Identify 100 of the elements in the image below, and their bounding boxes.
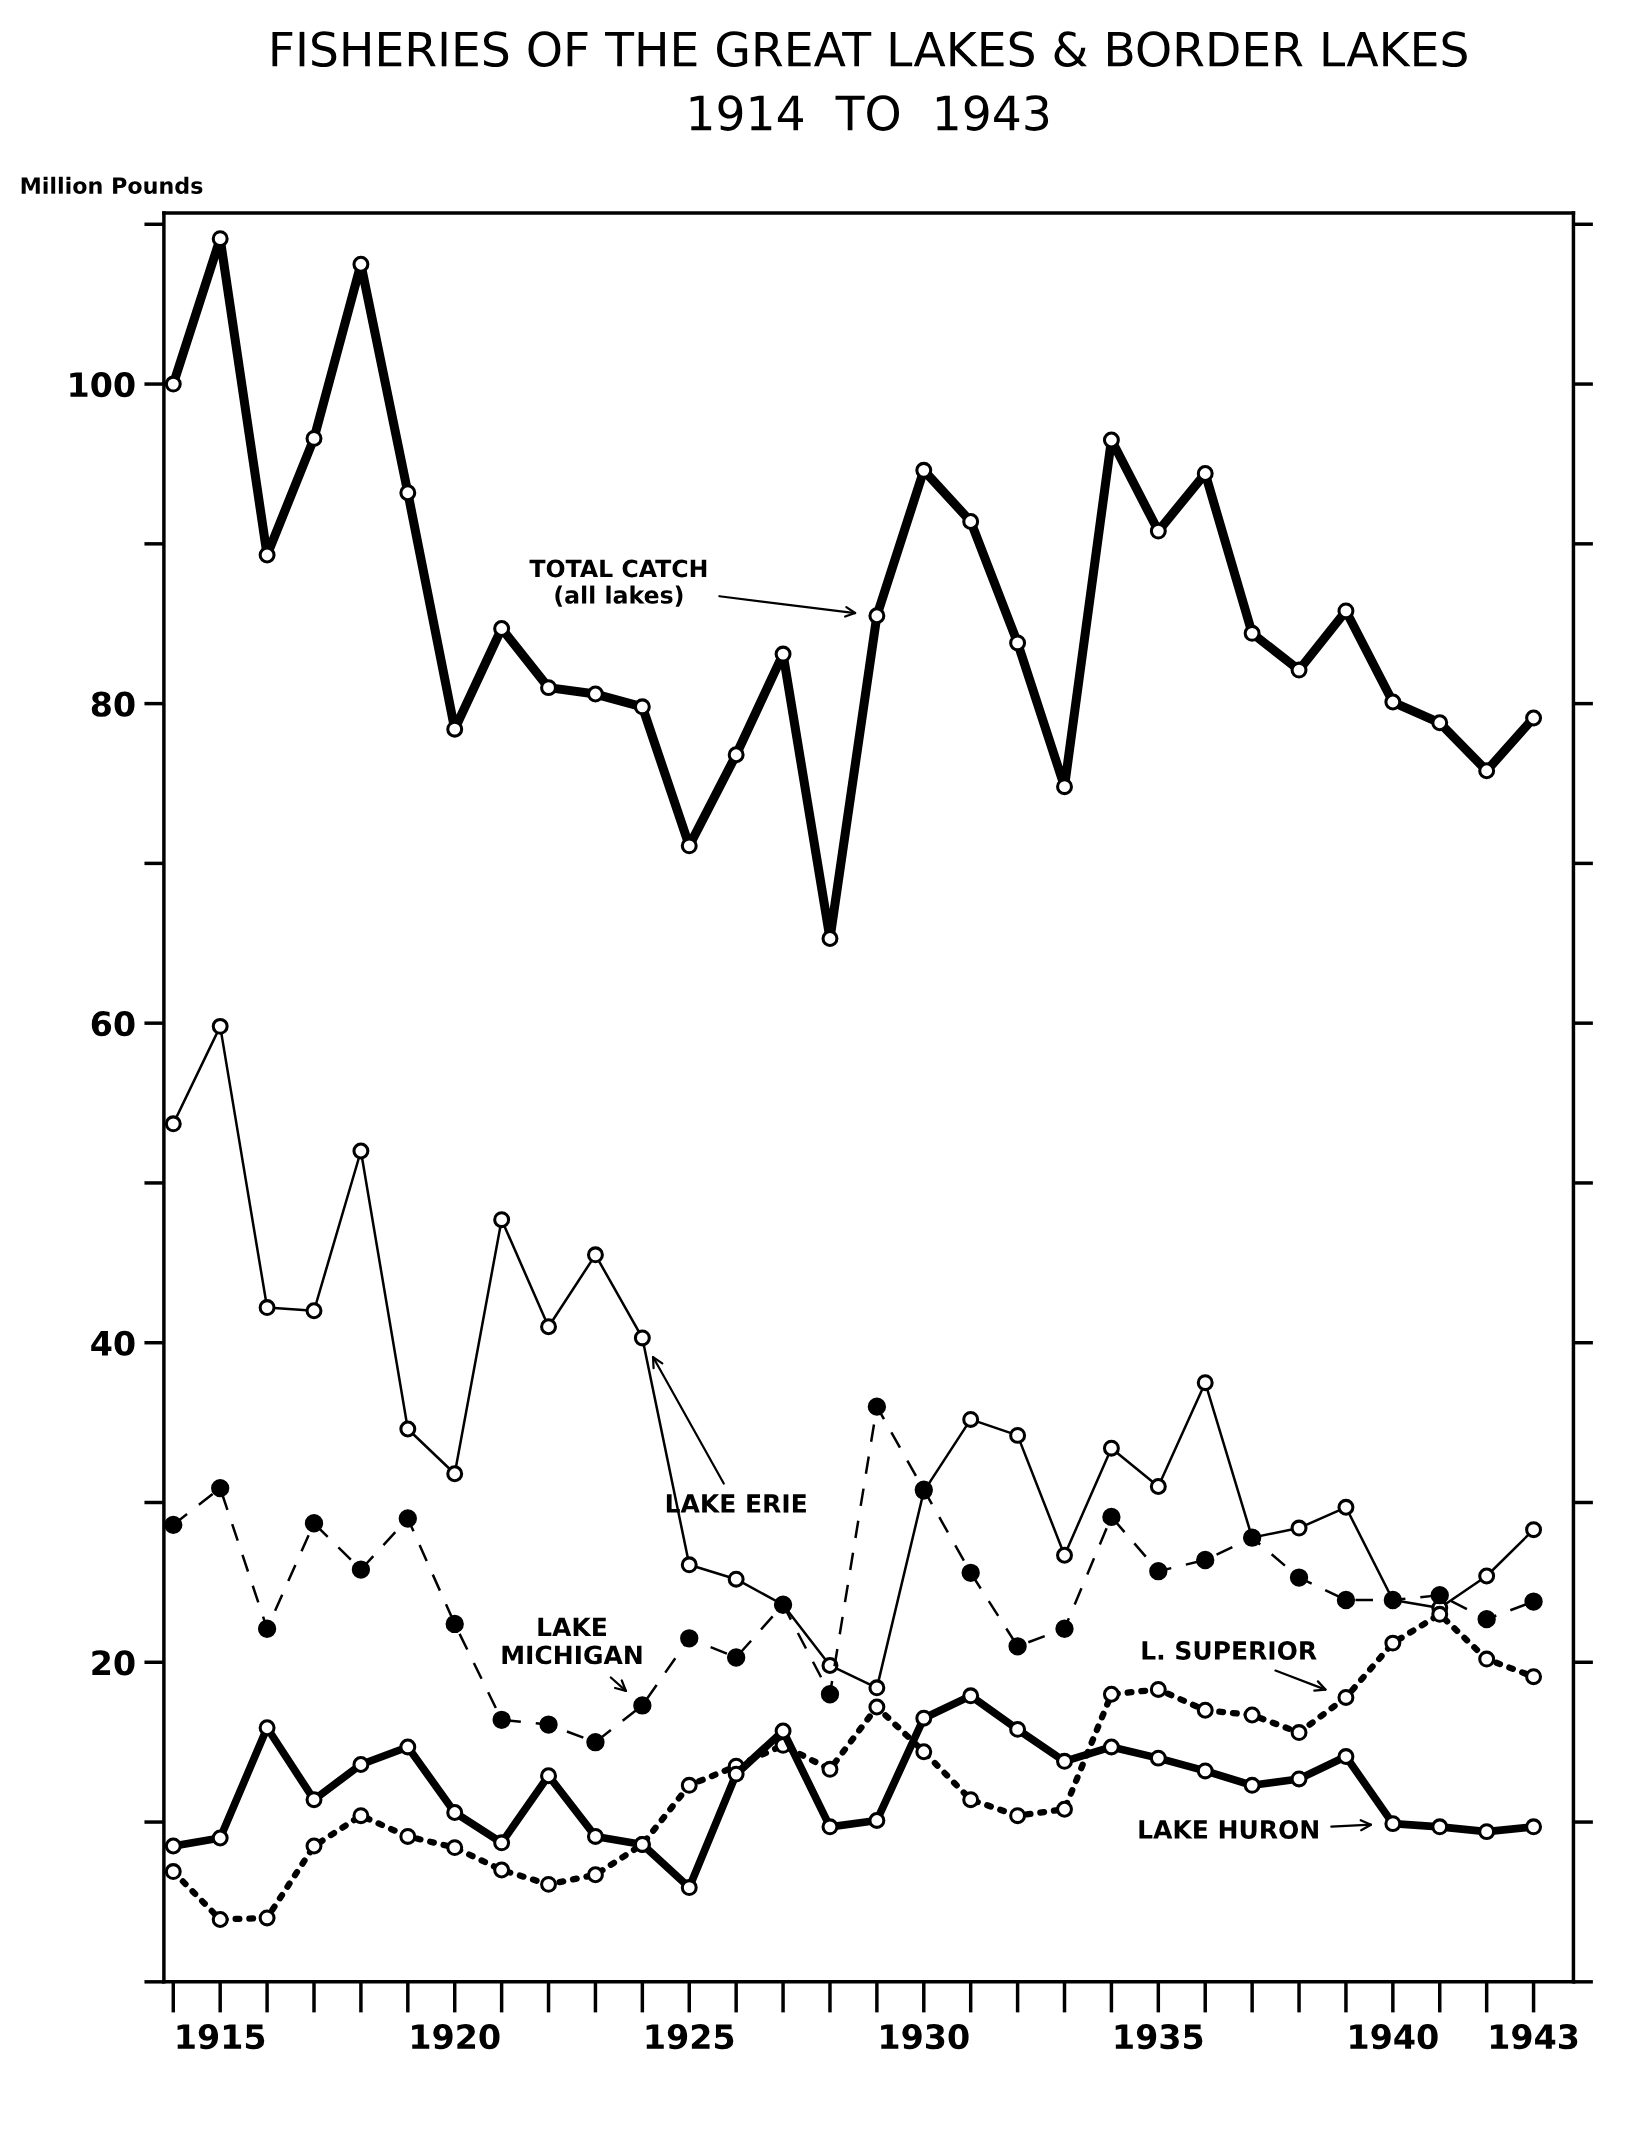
point — [1056, 1800, 1073, 1818]
point — [680, 1556, 698, 1574]
point — [492, 1710, 511, 1729]
point — [211, 1478, 230, 1498]
point — [1525, 1521, 1543, 1539]
y-tick-label: 40 — [91, 1330, 135, 1356]
series-label: L. SUPERIOR — [1142, 1641, 1317, 1660]
x-tick-label: 1940 — [1350, 2024, 1438, 2050]
point — [305, 429, 323, 447]
point — [1289, 1568, 1309, 1587]
point — [1431, 1605, 1449, 1623]
point — [821, 1657, 839, 1674]
point — [1525, 1818, 1543, 1836]
point — [1102, 1507, 1121, 1527]
point — [258, 546, 276, 564]
point — [1009, 634, 1027, 652]
point — [211, 1911, 229, 1928]
point — [1196, 1762, 1214, 1780]
point — [1243, 1706, 1261, 1724]
point — [540, 1318, 558, 1336]
point — [305, 1837, 323, 1855]
x-tick-label: 1930 — [881, 2024, 969, 2050]
point — [399, 1738, 417, 1756]
point — [867, 1397, 887, 1416]
point — [398, 1509, 417, 1528]
point — [352, 1807, 370, 1825]
point — [915, 1743, 933, 1761]
point — [1337, 1688, 1355, 1706]
point — [352, 1756, 370, 1773]
point — [962, 1410, 980, 1428]
point — [1336, 1590, 1356, 1610]
point — [868, 607, 886, 625]
point — [586, 1733, 605, 1752]
point — [821, 1818, 839, 1836]
y-tick-label: 100 — [70, 371, 135, 398]
point — [820, 1685, 840, 1704]
point — [1009, 1720, 1027, 1738]
point — [493, 1861, 511, 1879]
point — [962, 1687, 980, 1705]
point — [1478, 1823, 1496, 1841]
point — [915, 1709, 933, 1727]
point — [868, 1811, 886, 1829]
point — [586, 1866, 604, 1884]
point — [727, 1570, 745, 1588]
point — [821, 930, 839, 947]
point — [445, 1614, 464, 1634]
point — [258, 1909, 276, 1927]
point — [211, 1829, 229, 1847]
point — [493, 1211, 511, 1229]
point — [164, 1115, 182, 1133]
point — [540, 679, 558, 697]
point — [1149, 1749, 1167, 1767]
point — [633, 698, 651, 716]
point — [727, 1765, 745, 1783]
point — [305, 1791, 323, 1809]
point — [1430, 1586, 1449, 1605]
point — [305, 1302, 323, 1320]
point — [962, 513, 980, 530]
point — [1149, 522, 1167, 540]
point — [727, 746, 745, 764]
point — [1149, 1478, 1167, 1495]
point — [1196, 1701, 1214, 1719]
point — [726, 1648, 746, 1667]
point — [1477, 1609, 1496, 1629]
point — [399, 1420, 417, 1438]
x-tick-label: 1915 — [177, 2024, 265, 2050]
point — [257, 1619, 277, 1638]
y-tick-label: 60 — [91, 1011, 135, 1037]
point — [211, 230, 229, 248]
point — [1384, 693, 1402, 711]
point — [633, 1329, 651, 1347]
point — [1431, 714, 1449, 732]
point — [1009, 1807, 1027, 1825]
point — [164, 1837, 182, 1855]
x-tick-label: 1920 — [412, 2024, 500, 2050]
point — [1524, 1592, 1543, 1611]
point — [446, 1839, 464, 1857]
point — [352, 255, 370, 273]
series-label: LAKE MICHIGAN — [502, 1617, 642, 1665]
point — [1384, 1815, 1402, 1833]
series-label: TOTAL CATCH (all lakes) — [529, 559, 707, 607]
y-tick-label: 80 — [91, 691, 135, 717]
point — [1056, 1546, 1073, 1564]
point — [446, 1465, 464, 1483]
point — [304, 1514, 324, 1533]
point — [446, 1804, 464, 1821]
legend-label: LAKE HURON — [1139, 1819, 1318, 1839]
point — [868, 1679, 886, 1697]
point — [258, 1299, 276, 1317]
point — [1102, 431, 1120, 449]
point — [1478, 1567, 1496, 1585]
point — [539, 1715, 558, 1734]
point — [586, 685, 604, 703]
point — [1056, 1752, 1073, 1770]
point — [1290, 661, 1308, 679]
point — [962, 1791, 980, 1809]
point — [493, 1834, 511, 1852]
point — [1102, 1439, 1120, 1457]
point — [1431, 1818, 1449, 1836]
point — [1008, 1637, 1027, 1656]
